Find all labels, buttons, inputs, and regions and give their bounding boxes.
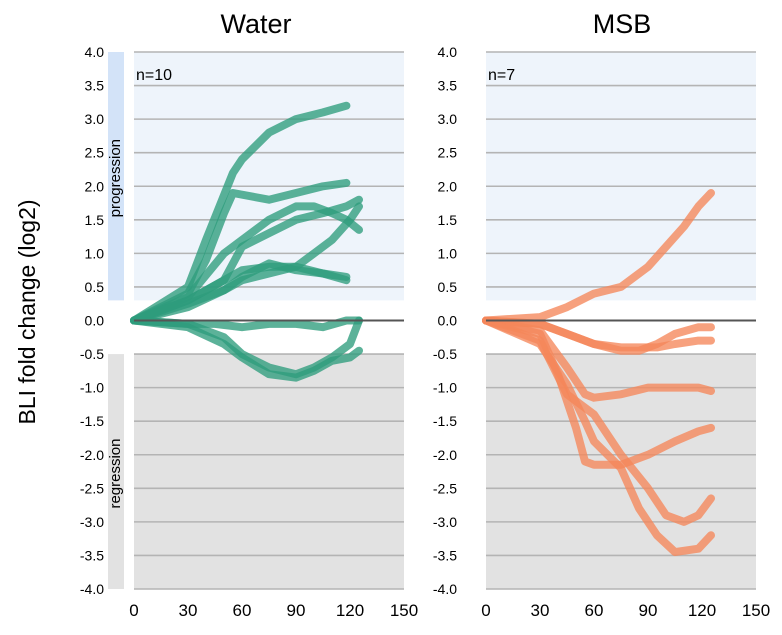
- msb-y-tick-label: 0.0: [438, 313, 458, 329]
- water-y-tick-label: -4.0: [80, 581, 104, 597]
- water-x-tick-label: 90: [287, 601, 306, 620]
- msb-y-tick-label: -4.0: [433, 581, 457, 597]
- msb-y-tick-label: -0.5: [433, 346, 457, 362]
- water-y-tick-label: -1.0: [80, 380, 104, 396]
- msb-y-tick-label: 2.0: [438, 178, 458, 194]
- water-y-tick-label: 2.0: [85, 178, 105, 194]
- msb-y-tick-label: -1.0: [433, 380, 457, 396]
- water-y-tick-label: 3.5: [85, 78, 105, 94]
- msb-y-tick-label: -2.5: [433, 480, 457, 496]
- y-axis-label: BLI fold change (log2): [14, 199, 40, 424]
- msb-y-tick-label: 1.0: [438, 245, 458, 261]
- water-series-line-10: [130, 316, 363, 382]
- water-x-tick-label: 30: [179, 601, 198, 620]
- water-y-tick-label: 0.0: [85, 313, 105, 329]
- msb-y-tick-label: 3.0: [438, 111, 458, 127]
- water-title: Water: [220, 9, 291, 39]
- water-panel: progression regression 4.0 3.5 3.0 2.5 2.0 1.5 1…: [80, 9, 418, 620]
- msb-annotation: n=7: [488, 67, 515, 84]
- msb-x-tick-label: 120: [688, 601, 716, 620]
- msb-panel: 4.0 3.5 3.0 2.5 2.0 1.5 1.0 0.5 0.0 -0.5 -1.0 -1.5 -…: [433, 9, 770, 620]
- msb-series-line-1: [482, 189, 715, 325]
- msb-y-tick-label: 0.5: [438, 279, 458, 295]
- water-x-tick-label: 60: [233, 601, 252, 620]
- msb-x-tick-label: 90: [639, 601, 658, 620]
- progression-bar: [108, 52, 124, 301]
- water-y-tick-label: -3.5: [80, 547, 104, 563]
- msb-y-tick-label: 3.5: [438, 78, 458, 94]
- water-y-tick-label: 1.0: [85, 245, 105, 261]
- msb-x-tick-label: 150: [742, 601, 770, 620]
- water-regression-band: [134, 354, 404, 589]
- water-y-tick-label: 2.5: [85, 145, 105, 161]
- progression-label: progression: [107, 139, 124, 217]
- water-y-tick-label: 0.5: [85, 279, 105, 295]
- msb-series-line-4: [482, 316, 715, 402]
- msb-series-line-3: [482, 316, 715, 352]
- regression-label: regression: [107, 439, 124, 509]
- water-progression-band: [134, 52, 404, 301]
- water-x-tick-label: 150: [390, 601, 418, 620]
- msb-y-tick-label: 2.5: [438, 145, 458, 161]
- msb-x-tick-label: 60: [585, 601, 604, 620]
- water-series-line-2: [130, 178, 351, 325]
- msb-y-tick-label: -3.5: [433, 547, 457, 563]
- water-x-tick-label: 120: [336, 601, 364, 620]
- water-series-line-3: [130, 202, 363, 325]
- msb-title: MSB: [593, 9, 652, 39]
- msb-y-tick-label: 4.0: [438, 44, 458, 60]
- regression-bar: [108, 354, 124, 589]
- water-y-tick-label: -1.5: [80, 413, 104, 429]
- water-y-tick-label: 3.0: [85, 111, 105, 127]
- water-y-tick-label: -2.0: [80, 447, 104, 463]
- msb-series-line-7: [482, 316, 715, 557]
- water-y-tick-label: -0.5: [80, 346, 104, 362]
- water-series-line-1: [130, 101, 351, 325]
- msb-x-tick-label: 0: [481, 601, 490, 620]
- water-y-tick-label: -2.5: [80, 480, 104, 496]
- water-annotation: n=10: [136, 67, 172, 84]
- water-y-tick-label: 4.0: [85, 44, 105, 60]
- msb-y-tick-label: -2.0: [433, 447, 457, 463]
- water-y-tick-label: -3.0: [80, 514, 104, 530]
- water-series-line-9: [130, 316, 363, 379]
- water-series-line-7: [130, 259, 351, 325]
- water-y-tick-label: 1.5: [85, 212, 105, 228]
- msb-x-tick-label: 30: [531, 601, 550, 620]
- water-x-tick-label: 0: [129, 601, 138, 620]
- msb-progression-band: [486, 52, 756, 301]
- msb-y-tick-label: -3.0: [433, 514, 457, 530]
- msb-y-tick-label: 1.5: [438, 212, 458, 228]
- msb-y-tick-label: -1.5: [433, 413, 457, 429]
